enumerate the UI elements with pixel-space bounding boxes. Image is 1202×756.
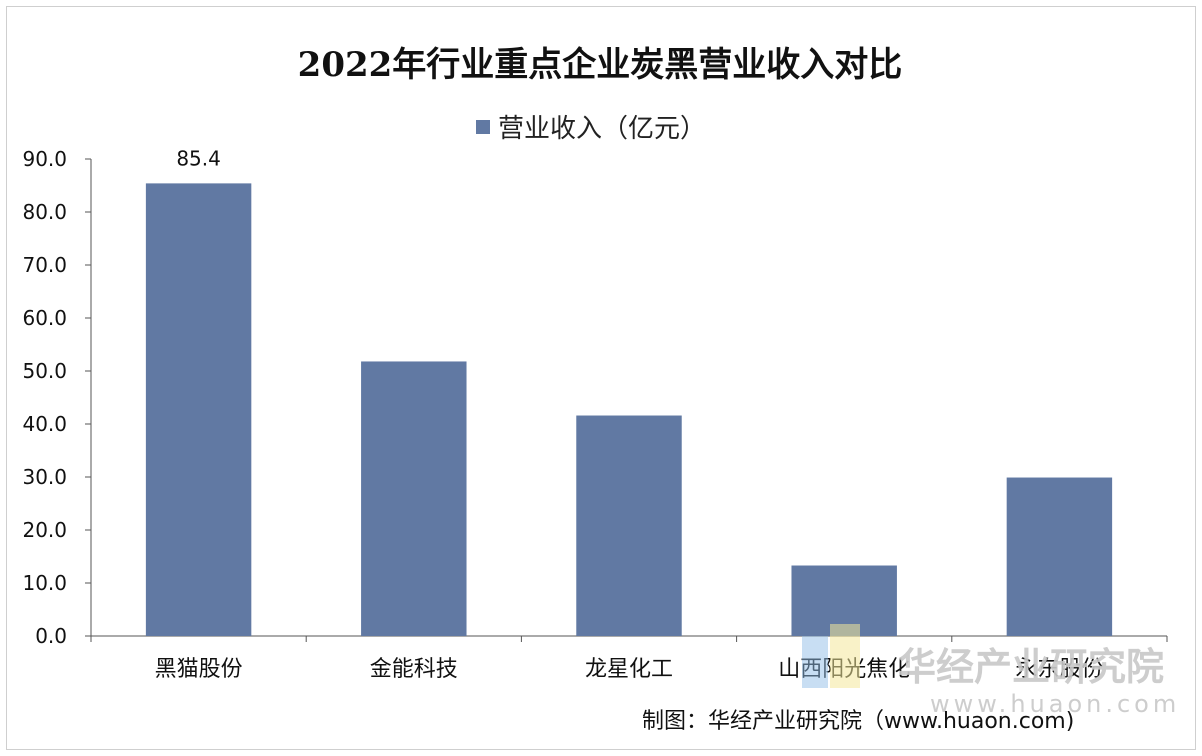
- bar: [145, 183, 252, 636]
- bars: [145, 183, 1113, 636]
- y-tick-label: 20.0: [22, 518, 67, 542]
- labels: 黑猫股份金能科技龙星化工山西阳光焦化永东股份85.4: [155, 146, 1104, 682]
- bar: [576, 415, 682, 636]
- y-tick-label: 60.0: [22, 306, 67, 330]
- watermark-text: 华经产业研究院: [898, 645, 1164, 689]
- y-tick-label: 80.0: [22, 200, 67, 224]
- y-tick-label: 70.0: [22, 253, 67, 277]
- data-label: 85.4: [176, 146, 221, 170]
- watermark: 华经产业研究院 www.huaon.com: [802, 624, 1180, 718]
- bar: [361, 361, 467, 636]
- category-label: 金能科技: [370, 657, 458, 682]
- category-label: 永东股份: [1015, 657, 1103, 682]
- y-tick-label: 30.0: [22, 465, 67, 489]
- source-credit: 制图：华经产业研究院（www.huaon.com): [642, 709, 1074, 734]
- axes: 0.0 10.0 20.0 30.0 40.0 50.0 60.0 70.0 80.0 90.0: [22, 147, 1168, 648]
- legend: 营业收入（亿元）: [476, 114, 706, 144]
- watermark-url: www.huaon.com: [930, 690, 1180, 718]
- y-tick-label: 90.0: [22, 147, 67, 171]
- watermark-logo-blue: [802, 636, 828, 688]
- y-tick-label: 50.0: [22, 359, 67, 383]
- watermark-logo-yellow: [830, 624, 860, 688]
- category-label: 龙星化工: [585, 657, 673, 682]
- legend-label: 营业收入（亿元）: [498, 114, 706, 144]
- category-label: 黑猫股份: [155, 657, 243, 682]
- bar: [1006, 477, 1113, 636]
- chart-title: 2022年行业重点企业炭黑营业收入对比: [298, 45, 903, 85]
- y-tick-label: 0.0: [35, 624, 67, 648]
- y-tick-label: 40.0: [22, 412, 67, 436]
- y-tick-label: 10.0: [22, 571, 67, 595]
- legend-swatch: [476, 120, 490, 134]
